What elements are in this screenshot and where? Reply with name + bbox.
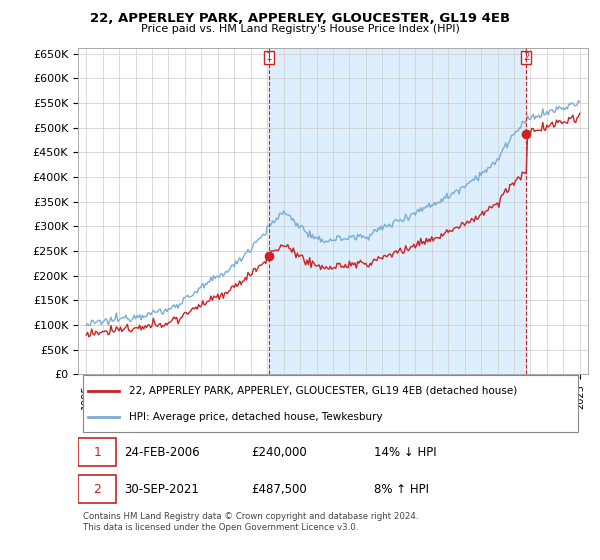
Text: HPI: Average price, detached house, Tewkesbury: HPI: Average price, detached house, Tewk… — [129, 412, 383, 422]
FancyBboxPatch shape — [78, 438, 116, 466]
Text: Price paid vs. HM Land Registry's House Price Index (HPI): Price paid vs. HM Land Registry's House … — [140, 24, 460, 34]
Text: 1: 1 — [266, 53, 272, 63]
Text: £240,000: £240,000 — [251, 446, 307, 459]
Text: 22, APPERLEY PARK, APPERLEY, GLOUCESTER, GL19 4EB: 22, APPERLEY PARK, APPERLEY, GLOUCESTER,… — [90, 12, 510, 25]
Text: 30-SEP-2021: 30-SEP-2021 — [124, 483, 199, 496]
Text: £487,500: £487,500 — [251, 483, 307, 496]
Text: 14% ↓ HPI: 14% ↓ HPI — [374, 446, 436, 459]
Bar — [269, 48, 526, 374]
Text: 22, APPERLEY PARK, APPERLEY, GLOUCESTER, GL19 4EB (detached house): 22, APPERLEY PARK, APPERLEY, GLOUCESTER,… — [129, 386, 517, 396]
Text: 2: 2 — [523, 53, 530, 63]
Text: 8% ↑ HPI: 8% ↑ HPI — [374, 483, 429, 496]
Text: 24-FEB-2006: 24-FEB-2006 — [124, 446, 200, 459]
Text: 1: 1 — [93, 446, 101, 459]
FancyBboxPatch shape — [83, 375, 578, 432]
FancyBboxPatch shape — [78, 475, 116, 503]
Text: Contains HM Land Registry data © Crown copyright and database right 2024.
This d: Contains HM Land Registry data © Crown c… — [83, 512, 419, 532]
Text: 2: 2 — [93, 483, 101, 496]
